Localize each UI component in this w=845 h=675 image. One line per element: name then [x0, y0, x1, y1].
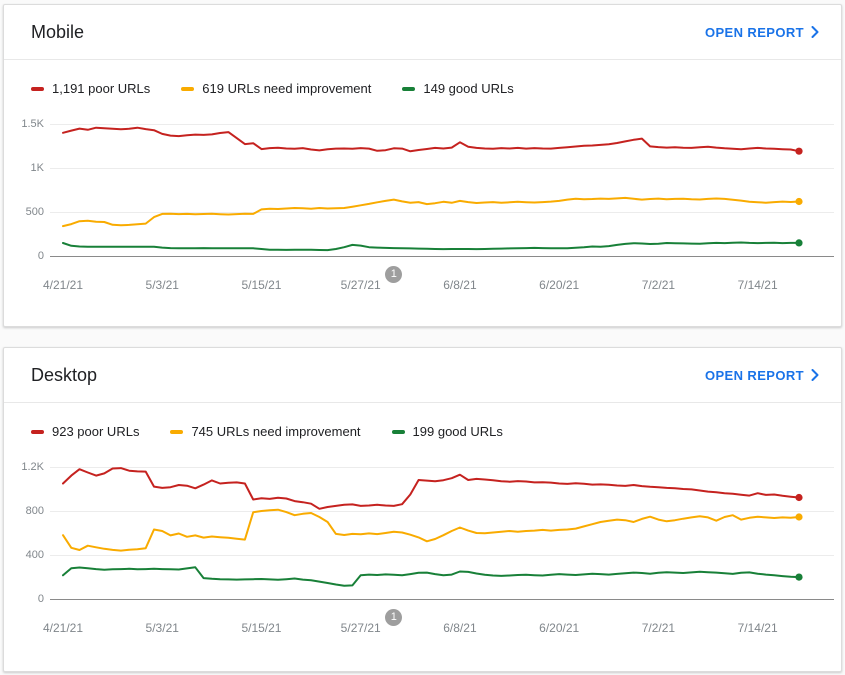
gridline [50, 212, 834, 213]
x-axis-tick-label: 5/15/21 [241, 621, 282, 635]
legend-item-need-improvement: 619 URLs need improvement [181, 81, 371, 96]
legend-item-good: 199 good URLs [391, 424, 503, 439]
gridline [50, 168, 834, 169]
x-axis-tick-label: 6/20/21 [539, 278, 580, 292]
x-axis-tick-label: 7/14/21 [737, 621, 778, 635]
x-axis-tick-label: 7/2/21 [641, 621, 676, 635]
page-title: Desktop [31, 364, 98, 385]
x-axis-tick-label: 4/21/21 [42, 278, 84, 292]
desktop-card: Desktop OPEN REPORT 923 poor URLs 745 UR… [3, 347, 842, 672]
y-axis-tick-label: 0 [37, 250, 44, 262]
need-improvement-swatch-icon [170, 429, 184, 434]
poor-urls-line [62, 126, 800, 153]
legend: 1,191 poor URLs 619 URLs need improvemen… [4, 81, 841, 96]
x-axis-tick-label: 6/20/21 [539, 621, 580, 635]
legend-label: 199 good URLs [412, 424, 503, 439]
x-axis-tick-label: 4/21/21 [42, 621, 84, 635]
y-axis-tick-label: 500 [25, 206, 44, 218]
y-axis-tick-label: 1K [30, 162, 44, 174]
urls-need-improvement-endpoint-dot [795, 197, 803, 206]
desktop-card-header: Desktop OPEN REPORT [4, 348, 841, 403]
legend-label: 149 good URLs [423, 81, 514, 96]
good-swatch-icon [391, 429, 405, 434]
legend-label: 1,191 poor URLs [52, 81, 151, 96]
y-axis-tick-label: 1.5K [21, 118, 44, 130]
good-urls-line [62, 566, 800, 587]
x-axis-tick-label: 6/8/21 [443, 621, 477, 635]
annotation-marker-badge[interactable]: 1 [385, 609, 403, 626]
gridline [50, 467, 834, 468]
poor-urls-line [62, 467, 800, 510]
poor-swatch-icon [31, 86, 44, 91]
x-axis-tick-label: 7/2/21 [641, 278, 676, 292]
open-report-label: OPEN REPORT [704, 367, 804, 383]
x-axis-tick-label: 5/3/21 [145, 278, 179, 292]
poor-urls-endpoint-dot [795, 147, 803, 155]
gridline [50, 511, 834, 512]
x-axis-tick-label: 7/14/21 [737, 278, 778, 292]
good-urls-endpoint-dot [795, 573, 803, 581]
chart-plot-area[interactable] [50, 467, 835, 607]
legend: 923 poor URLs 745 URLs need improvement … [4, 424, 841, 439]
open-report-link[interactable]: OPEN REPORT [705, 25, 819, 40]
legend-item-poor: 923 poor URLs [31, 424, 139, 439]
good-urls-endpoint-dot [795, 239, 803, 247]
legend-label: 619 URLs need improvement [202, 81, 372, 96]
chevron-right-icon [811, 369, 819, 381]
legend-item-poor: 1,191 poor URLs [31, 81, 150, 96]
good-swatch-icon [402, 86, 416, 91]
annotation-marker-badge[interactable]: 1 [385, 266, 403, 283]
urls-need-improvement-line [62, 508, 800, 552]
x-axis-tick-label: 5/15/21 [241, 278, 282, 292]
gridline [50, 124, 834, 125]
good-urls-line [62, 241, 800, 252]
need-improvement-swatch-icon [181, 86, 195, 91]
y-axis-tick-label: 0 [37, 593, 44, 605]
legend-item-need-improvement: 745 URLs need improvement [170, 424, 361, 439]
y-axis-tick-label: 800 [25, 505, 44, 517]
legend-label: 745 URLs need improvement [191, 424, 361, 439]
gridline [50, 256, 834, 257]
urls-need-improvement-line [62, 196, 800, 228]
mobile-card-header: Mobile OPEN REPORT [4, 5, 841, 60]
y-axis-tick-label: 400 [25, 549, 44, 561]
legend-item-good: 149 good URLs [402, 81, 514, 96]
poor-urls-endpoint-dot [795, 493, 803, 502]
legend-label: 923 poor URLs [52, 424, 140, 439]
x-axis-tick-label: 5/3/21 [145, 621, 179, 635]
mobile-chart: 1.5K 1K 500 0 4/21/21 5/3/21 5/15/21 5/27/21 6/8… [4, 118, 841, 304]
gridline [50, 555, 834, 556]
urls-need-improvement-endpoint-dot [795, 513, 803, 521]
chevron-right-icon [811, 26, 819, 38]
x-axis-tick-label: 6/8/21 [443, 278, 477, 292]
open-report-label: OPEN REPORT [704, 24, 804, 40]
poor-swatch-icon [31, 429, 44, 434]
desktop-chart: 1.2K 800 400 0 4/21/21 5/3/21 5/15/21 5/27/21 6/… [4, 461, 841, 647]
x-axis-tick-label: 5/27/21 [340, 621, 381, 635]
y-axis-tick-label: 1.2K [21, 461, 44, 473]
chart-plot-area[interactable] [50, 124, 835, 264]
x-axis-tick-label: 5/27/21 [340, 278, 381, 292]
mobile-card: Mobile OPEN REPORT 1,191 poor URLs 619 U… [3, 4, 842, 327]
page-title: Mobile [31, 21, 85, 42]
open-report-link[interactable]: OPEN REPORT [705, 368, 819, 383]
gridline [50, 599, 834, 600]
